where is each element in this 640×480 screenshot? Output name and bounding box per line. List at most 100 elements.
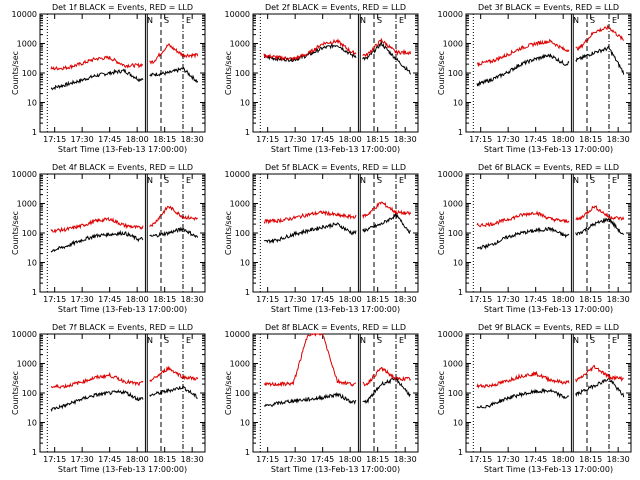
events-series-line	[263, 40, 412, 75]
events-series-line	[476, 45, 625, 87]
detector-panel: Det 5f BLACK = Events, RED = LLD 1 10 100 10…	[224, 163, 419, 314]
x-axis-label: Start Time (13-Feb-13 17:00:00)	[58, 145, 187, 154]
x-axis-label: Start Time (13-Feb-13 17:00:00)	[484, 305, 613, 314]
y-tick-label: 1	[32, 288, 37, 297]
events-series-line	[263, 376, 411, 408]
lld-series-line	[476, 24, 625, 68]
panel-title: Det 5f BLACK = Events, RED = LLD	[265, 163, 406, 172]
x-tick-label: 17:30	[284, 455, 307, 464]
region-letter: E	[612, 16, 617, 25]
x-axis-label: Start Time (13-Feb-13 17:00:00)	[271, 145, 400, 154]
region-letter: S	[377, 176, 382, 185]
y-tick-label: 1	[458, 448, 463, 457]
x-tick-label: 18:00	[552, 455, 575, 464]
x-tick-label: 17:30	[71, 455, 94, 464]
panel-title: Det 8f BLACK = Events, RED = LLD	[265, 323, 406, 332]
x-tick-label: 17:30	[497, 455, 520, 464]
x-tick-label: 18:30	[394, 295, 417, 304]
region-letter: S	[164, 336, 169, 345]
y-tick-label: 1	[245, 128, 250, 137]
region-letter: N	[573, 176, 579, 185]
x-tick-label: 17:15	[469, 455, 492, 464]
x-tick-label: 17:30	[71, 135, 94, 144]
x-tick-label: 17:15	[256, 135, 279, 144]
x-tick-label: 18:15	[153, 295, 176, 304]
x-tick-label: 17:15	[43, 295, 66, 304]
lld-series-line	[263, 333, 412, 388]
x-tick-label: 18:00	[126, 295, 149, 304]
y-tick-label: 100	[235, 389, 250, 398]
x-tick-label: 18:15	[366, 295, 389, 304]
x-tick-label: 17:15	[469, 135, 492, 144]
x-tick-label: 17:30	[284, 135, 307, 144]
y-tick-label: 10000	[225, 330, 250, 339]
x-tick-label: 17:45	[98, 135, 121, 144]
y-tick-label: 1	[245, 288, 250, 297]
y-tick-label: 1000	[443, 200, 463, 209]
x-tick-label: 17:15	[43, 455, 66, 464]
y-tick-label: 10	[453, 99, 463, 108]
panel-title: Det 7f BLACK = Events, RED = LLD	[52, 323, 193, 332]
y-axis-label: Counts/sec	[437, 51, 446, 95]
plot-frame	[465, 13, 632, 133]
x-tick-label: 18:30	[607, 135, 630, 144]
y-tick-label: 10	[27, 99, 37, 108]
y-tick-label: 10000	[438, 170, 463, 179]
x-axis-label: Start Time (13-Feb-13 17:00:00)	[271, 305, 400, 314]
y-tick-label: 10000	[438, 330, 463, 339]
x-tick-label: 18:00	[552, 135, 575, 144]
panel-title: Det 9f BLACK = Events, RED = LLD	[478, 323, 619, 332]
x-tick-label: 17:45	[311, 295, 334, 304]
x-tick-label: 17:30	[497, 135, 520, 144]
events-series-line	[50, 226, 199, 253]
panel-title: Det 1f BLACK = Events, RED = LLD	[52, 3, 193, 12]
region-letter: N	[573, 16, 579, 25]
x-tick-label: 17:30	[284, 295, 307, 304]
y-tick-label: 10000	[225, 10, 250, 19]
y-tick-label: 10	[27, 259, 37, 268]
lld-series-line	[476, 364, 624, 389]
x-tick-label: 18:30	[181, 455, 204, 464]
region-letter: E	[612, 336, 617, 345]
x-tick-label: 18:00	[126, 135, 149, 144]
x-tick-label: 18:15	[579, 135, 602, 144]
region-letter: E	[186, 16, 191, 25]
region-letter: N	[147, 16, 153, 25]
detector-panel: Det 1f BLACK = Events, RED = LLD 1 10 100 10…	[11, 3, 206, 154]
x-tick-label: 17:45	[524, 295, 547, 304]
x-tick-label: 17:15	[43, 135, 66, 144]
region-letter: E	[612, 176, 617, 185]
x-tick-label: 17:15	[469, 295, 492, 304]
region-letter: E	[399, 336, 404, 345]
x-tick-label: 18:00	[339, 295, 362, 304]
x-tick-label: 18:00	[339, 135, 362, 144]
x-tick-label: 18:30	[607, 455, 630, 464]
y-tick-label: 100	[22, 229, 37, 238]
lld-series-line	[50, 42, 199, 71]
y-tick-label: 1000	[230, 200, 250, 209]
panel-title: Det 3f BLACK = Events, RED = LLD	[478, 3, 619, 12]
plot-frame	[465, 173, 632, 293]
region-letter: E	[399, 176, 404, 185]
region-letter: S	[377, 336, 382, 345]
y-tick-label: 10000	[438, 10, 463, 19]
detector-panel: Det 9f BLACK = Events, RED = LLD 1 10 100 10…	[437, 323, 632, 474]
region-letter: N	[147, 176, 153, 185]
y-tick-label: 100	[448, 229, 463, 238]
panel-title: Det 4f BLACK = Events, RED = LLD	[52, 163, 193, 172]
y-axis-label: Counts/sec	[224, 51, 233, 95]
x-tick-label: 18:15	[579, 295, 602, 304]
x-tick-label: 18:15	[579, 455, 602, 464]
plot-frame	[252, 13, 419, 133]
region-letter: N	[360, 336, 366, 345]
y-tick-label: 1000	[230, 40, 250, 49]
x-tick-label: 18:00	[126, 455, 149, 464]
region-letter: S	[164, 16, 169, 25]
y-axis-label: Counts/sec	[224, 371, 233, 415]
y-axis-label: Counts/sec	[11, 51, 20, 95]
region-letter: N	[360, 16, 366, 25]
y-tick-label: 10	[240, 99, 250, 108]
region-letter: S	[164, 176, 169, 185]
y-tick-label: 1000	[443, 40, 463, 49]
region-letter: N	[360, 176, 366, 185]
